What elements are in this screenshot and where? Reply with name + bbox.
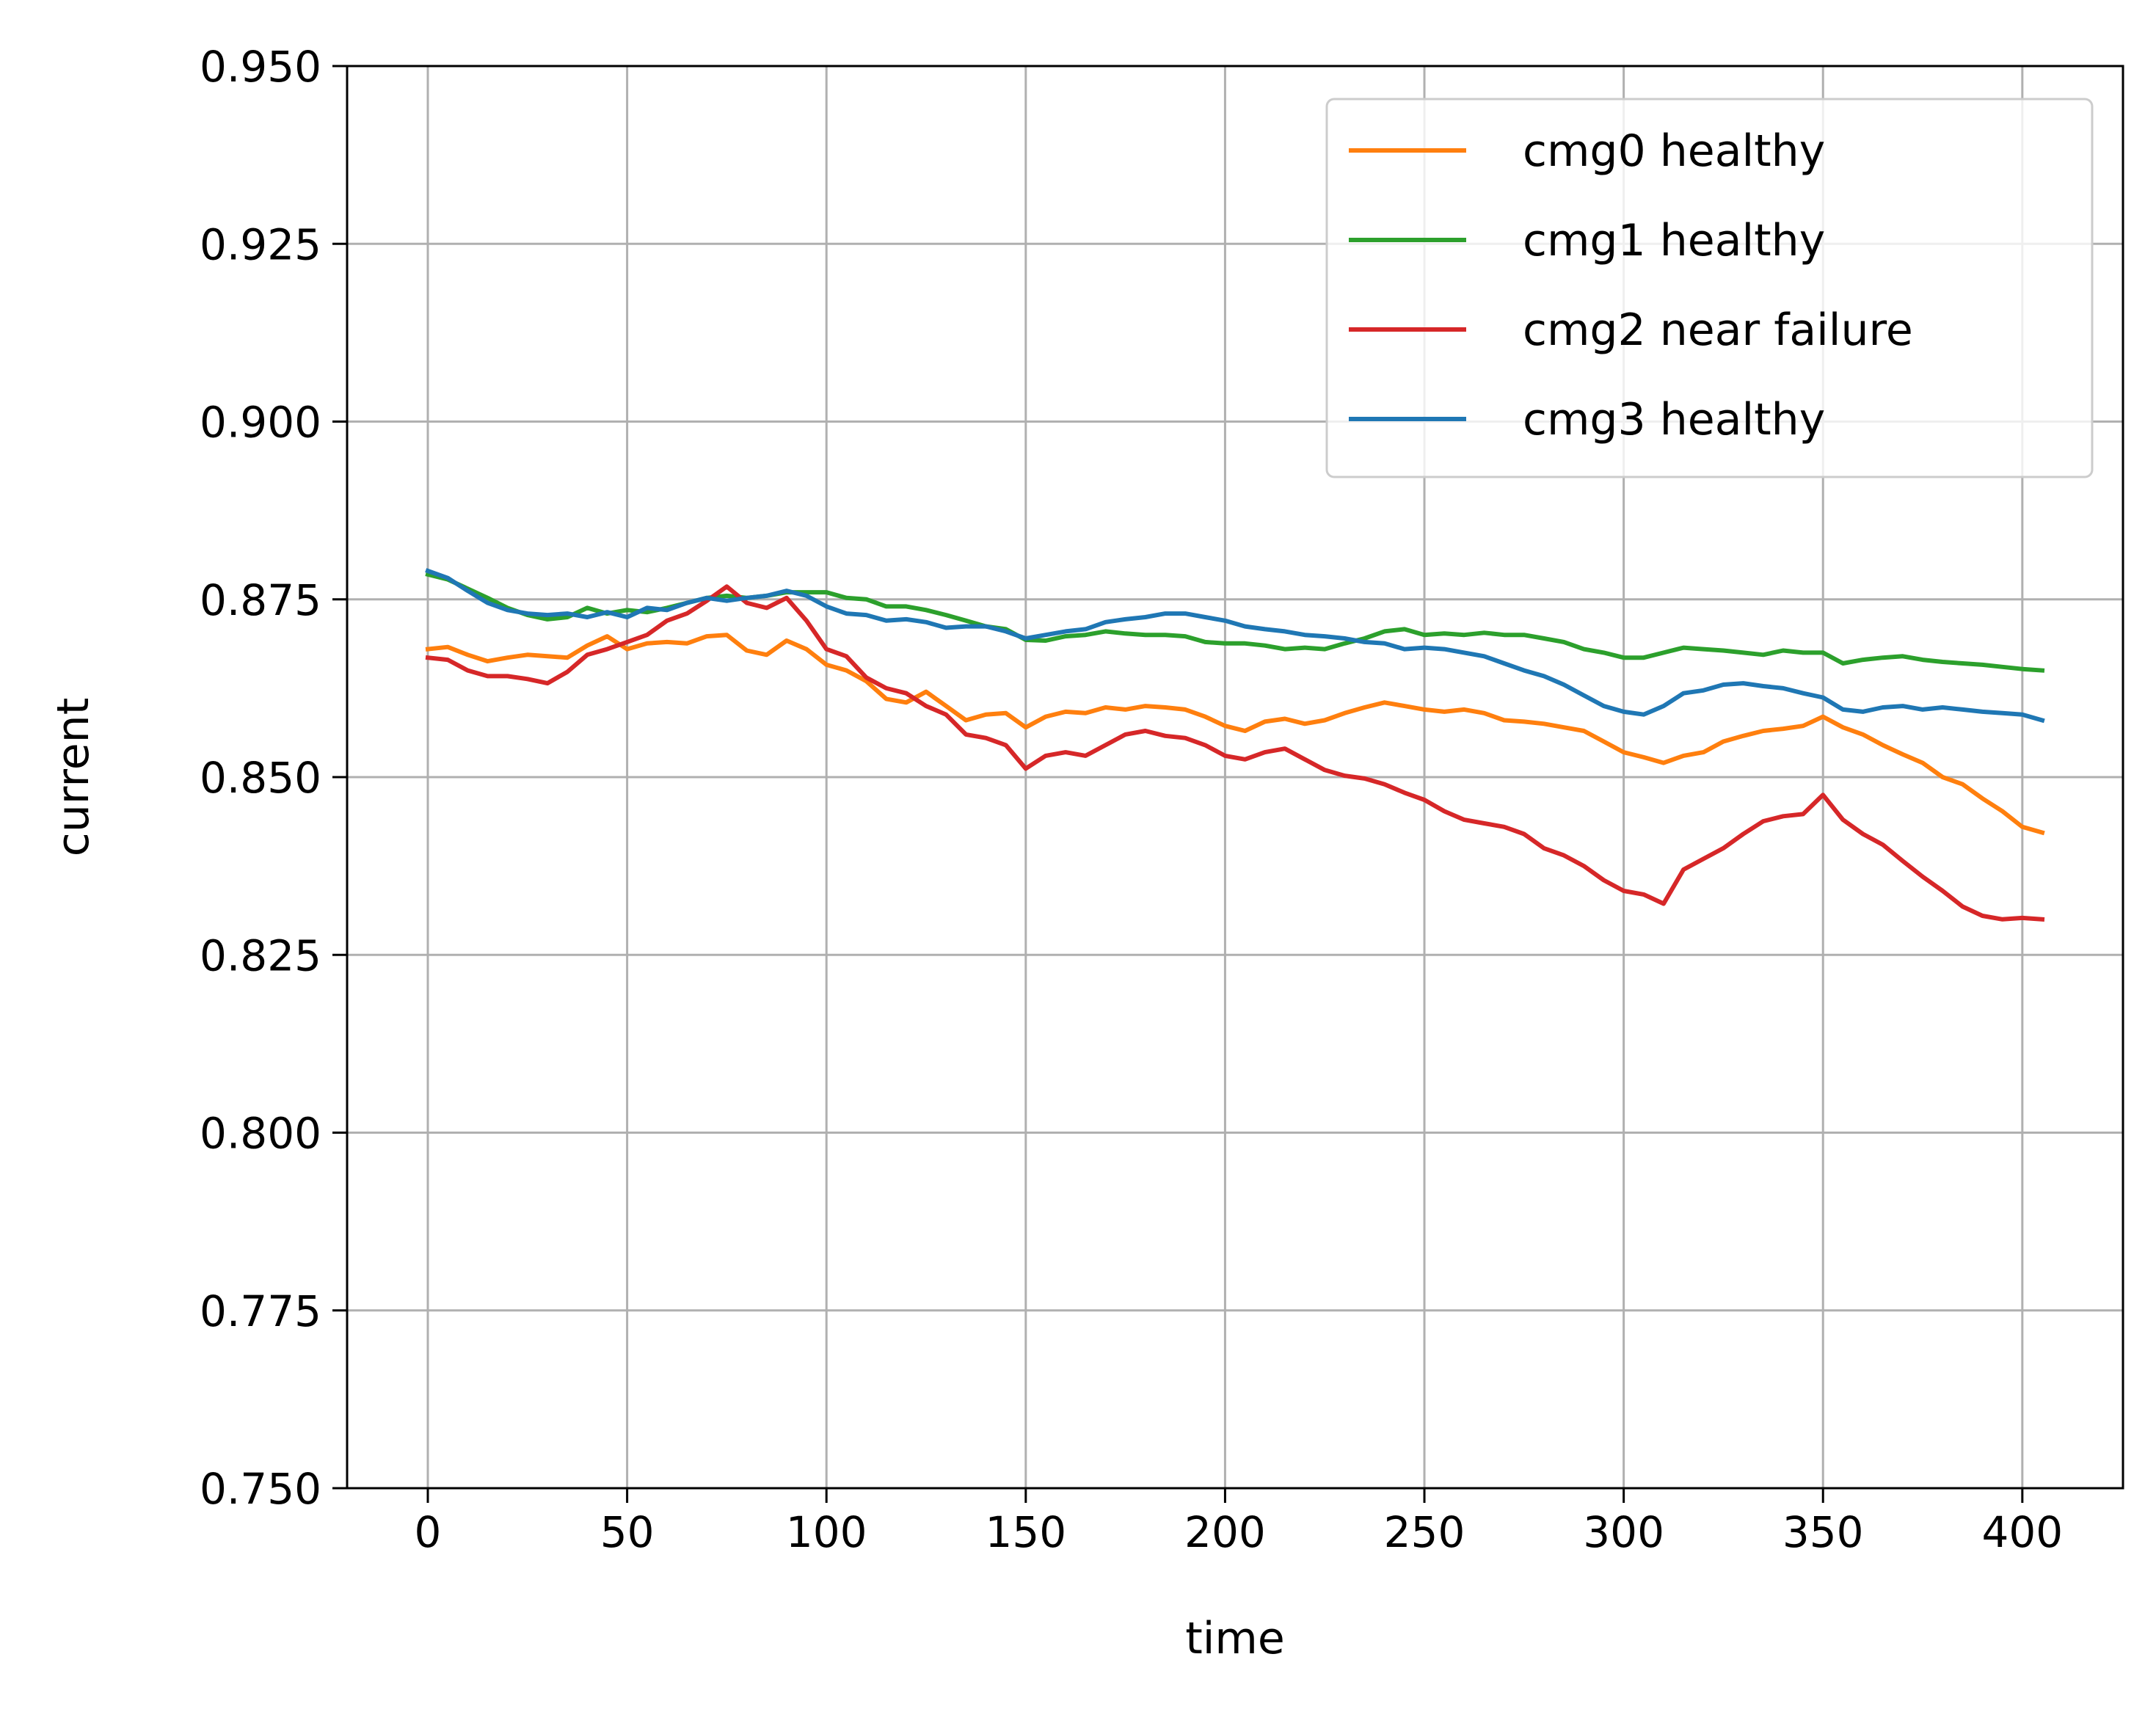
y-tick-label: 0.950 bbox=[200, 42, 321, 92]
x-tick-label: 200 bbox=[1184, 1507, 1266, 1557]
legend-label: cmg1 healthy bbox=[1523, 215, 1825, 266]
y-tick-label: 0.825 bbox=[200, 930, 321, 980]
y-tick-label: 0.775 bbox=[200, 1286, 321, 1336]
y-tick-label: 0.900 bbox=[200, 398, 321, 448]
y-axis-label: current bbox=[48, 698, 99, 856]
x-tick-label: 0 bbox=[415, 1507, 442, 1557]
x-tick-label: 150 bbox=[985, 1507, 1066, 1557]
y-tick-label: 0.875 bbox=[200, 575, 321, 625]
x-tick-label: 400 bbox=[1981, 1507, 2063, 1557]
series-line-2 bbox=[425, 584, 2045, 922]
x-tick-label: 350 bbox=[1782, 1507, 1864, 1557]
legend-label: cmg3 healthy bbox=[1523, 394, 1825, 445]
x-tick-label: 300 bbox=[1583, 1507, 1664, 1557]
x-tick-label: 100 bbox=[786, 1507, 867, 1557]
series-line-3 bbox=[425, 568, 2045, 724]
y-tick-label: 0.925 bbox=[200, 219, 321, 269]
x-tick-label: 50 bbox=[600, 1507, 655, 1557]
x-axis-label: time bbox=[1185, 1613, 1285, 1664]
legend-items: cmg0 healthy cmg1 healthy cmg2 near failur… bbox=[1349, 125, 1913, 445]
y-tick-label: 0.800 bbox=[200, 1109, 321, 1159]
x-tick-label: 250 bbox=[1384, 1507, 1465, 1557]
legend-box bbox=[1325, 98, 2094, 478]
legend-label: cmg2 near failure bbox=[1523, 305, 1913, 356]
series-line-0 bbox=[425, 633, 2045, 836]
legend-label: cmg0 healthy bbox=[1523, 125, 1825, 177]
y-tick-label: 0.850 bbox=[200, 753, 321, 803]
y-tick-label: 0.750 bbox=[200, 1464, 321, 1514]
x-axis-ticks: 0 50 100 150 200 250 300 350 400 bbox=[415, 1488, 2063, 1557]
legend: cmg0 healthy cmg1 healthy cmg2 near failur… bbox=[1325, 98, 2094, 478]
y-axis-ticks: 0.750 0.775 0.800 0.825 0.850 0.875 0.900 0.925… bbox=[200, 42, 347, 1514]
series-layer bbox=[425, 568, 2045, 922]
